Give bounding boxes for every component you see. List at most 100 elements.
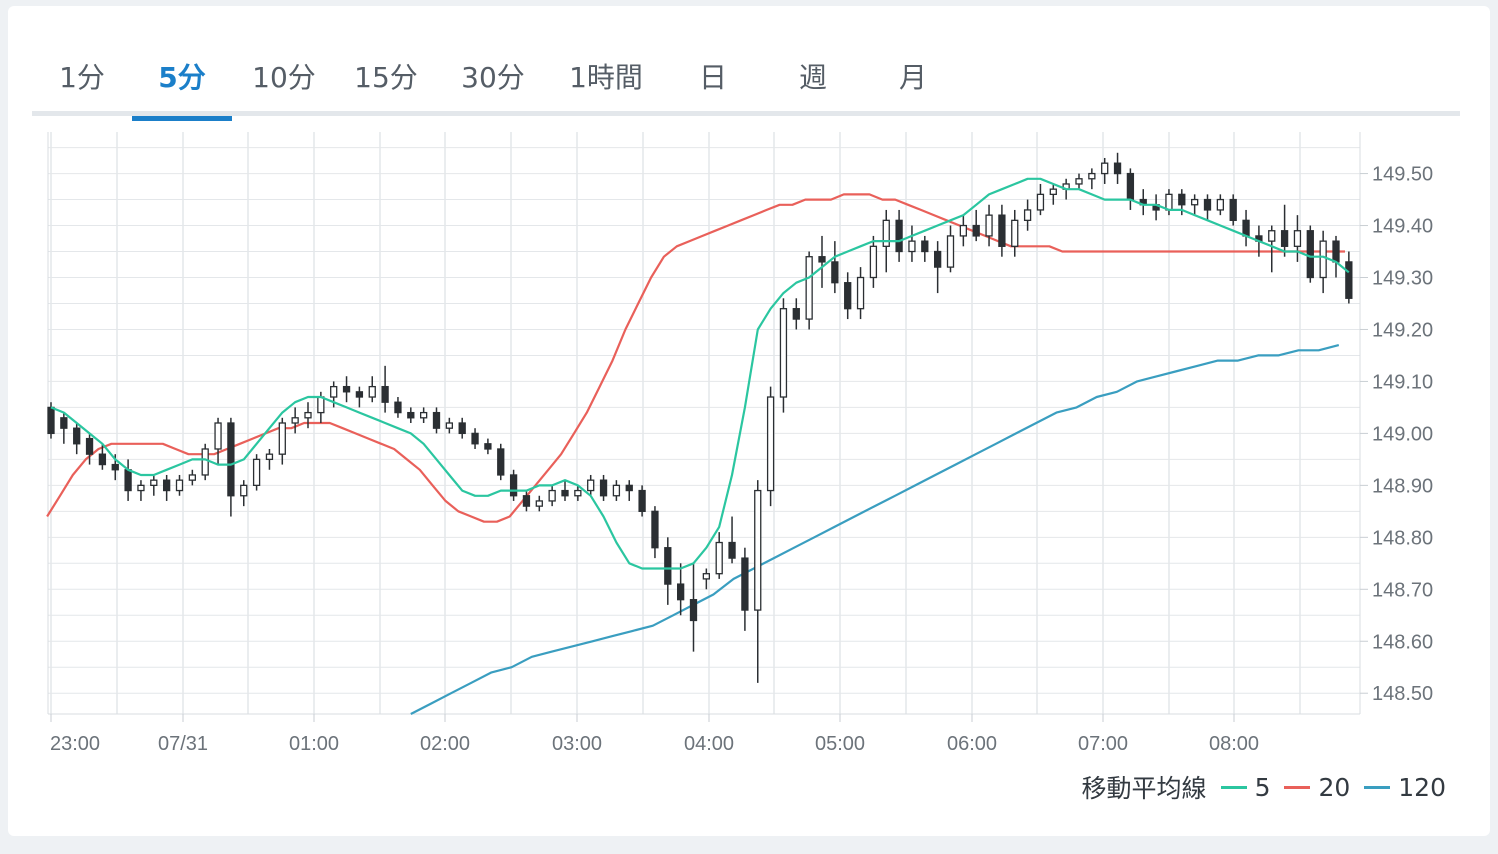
y-tick-label: 149.50 <box>1372 164 1433 186</box>
candle-down <box>73 427 81 445</box>
tab-label: 15分 <box>354 61 418 94</box>
x-tick-label: 08:00 <box>1209 733 1259 755</box>
candle-up <box>779 308 788 398</box>
candle-down <box>342 385 351 393</box>
candle-up <box>1101 162 1109 175</box>
candle-down <box>689 599 698 622</box>
x-tick-label: 07/31 <box>158 733 208 755</box>
candle-down <box>651 510 659 549</box>
candle-up <box>946 235 955 268</box>
candle-up <box>548 489 556 502</box>
timeframe-tabs: 1分 5分 10分 15分 30分 1時間 日 週 月 <box>32 40 1460 121</box>
y-tick-label: 148.60 <box>1372 631 1433 653</box>
tab-label: 月 <box>898 61 927 94</box>
candle-down <box>98 453 107 466</box>
y-tick-label: 149.30 <box>1372 268 1433 290</box>
legend-label: 20 <box>1318 772 1351 802</box>
candle-up <box>368 385 376 398</box>
tab-label: 週 <box>798 61 827 94</box>
legend-title: 移動平均線 <box>1081 774 1207 803</box>
legend: 移動平均線 5 20 120 <box>1082 770 1446 804</box>
y-tick-label: 148.90 <box>1372 475 1433 497</box>
tab-15min[interactable]: 15分 <box>336 40 436 116</box>
ma5-series <box>50 177 1350 570</box>
candle-up <box>612 484 621 497</box>
candle-up <box>702 573 710 580</box>
x-tick-label: 01:00 <box>289 733 339 755</box>
candle-down <box>599 479 608 497</box>
candle-up <box>1088 172 1096 180</box>
tab-1min[interactable]: 1分 <box>32 40 132 116</box>
x-tick-label: 03:00 <box>552 733 602 755</box>
candle-up <box>150 479 158 487</box>
tab-label: 5分 <box>158 61 206 94</box>
candle-down <box>728 541 736 559</box>
tab-label: 日 <box>698 61 727 94</box>
y-tick-label: 148.50 <box>1372 683 1433 705</box>
candle-up <box>574 489 582 497</box>
tab-30min[interactable]: 30分 <box>443 40 543 116</box>
candle-down <box>1229 198 1237 221</box>
legend-swatch <box>1220 785 1247 789</box>
candle-up <box>1319 240 1327 279</box>
candle-up <box>869 245 878 279</box>
legend-item-ma120[interactable]: 120 <box>1364 773 1446 802</box>
candle-down <box>741 557 749 611</box>
candle-down <box>998 214 1006 247</box>
tab-5min[interactable]: 5分 <box>132 40 232 121</box>
legend-item-ma5[interactable]: 5 <box>1220 773 1270 802</box>
candle-down <box>1242 219 1250 237</box>
candle-up <box>959 224 967 237</box>
tab-month[interactable]: 月 <box>863 40 963 116</box>
candle-up <box>1165 193 1173 211</box>
legend-item-ma20[interactable]: 20 <box>1284 773 1350 802</box>
x-tick-label: 04:00 <box>684 733 734 755</box>
x-tick-label: 07:00 <box>1078 733 1128 755</box>
candle-up <box>985 214 993 237</box>
candle-down <box>1203 198 1212 211</box>
candle-down <box>47 406 55 435</box>
candle-down <box>792 308 800 320</box>
candle-down <box>1345 261 1353 299</box>
legend-swatch <box>1284 785 1311 789</box>
candle-down <box>561 489 569 497</box>
candle-down <box>1280 230 1289 247</box>
candle-down <box>1332 240 1340 263</box>
tab-day[interactable]: 日 <box>663 40 763 116</box>
tab-label: 1時間 <box>569 61 643 94</box>
candle-up <box>214 422 222 450</box>
tab-label: 10分 <box>252 61 316 94</box>
candle-up <box>1023 209 1032 221</box>
x-tick-label: 06:00 <box>947 733 997 755</box>
candle-up <box>137 484 145 492</box>
candle-up <box>265 453 274 461</box>
candle-up <box>1075 178 1083 185</box>
grid <box>47 132 1361 715</box>
candle-up <box>419 411 428 419</box>
candle-up <box>908 240 916 253</box>
candle-up <box>766 396 775 492</box>
candle-down <box>844 282 852 310</box>
candle-up <box>856 276 865 310</box>
candle-down <box>60 417 68 429</box>
tab-label: 30分 <box>461 61 525 94</box>
candle-up <box>1293 230 1302 247</box>
candle-up <box>252 458 261 487</box>
y-tick-label: 149.40 <box>1372 216 1433 238</box>
tab-week[interactable]: 週 <box>763 40 863 116</box>
candle-up <box>715 541 723 575</box>
candle-down <box>111 463 119 471</box>
ma20-line <box>46 193 1345 523</box>
tab-1hour[interactable]: 1時間 <box>556 40 656 116</box>
candle-down <box>934 250 942 268</box>
tab-10min[interactable]: 10分 <box>234 40 334 116</box>
candle-down <box>407 411 415 419</box>
ma120-series <box>410 344 1340 715</box>
candle-down <box>85 437 94 455</box>
candle-up <box>805 256 813 320</box>
candle-up <box>1036 193 1045 211</box>
candle-up <box>754 489 762 611</box>
candle-up <box>291 417 299 424</box>
legend-swatch <box>1364 785 1391 789</box>
